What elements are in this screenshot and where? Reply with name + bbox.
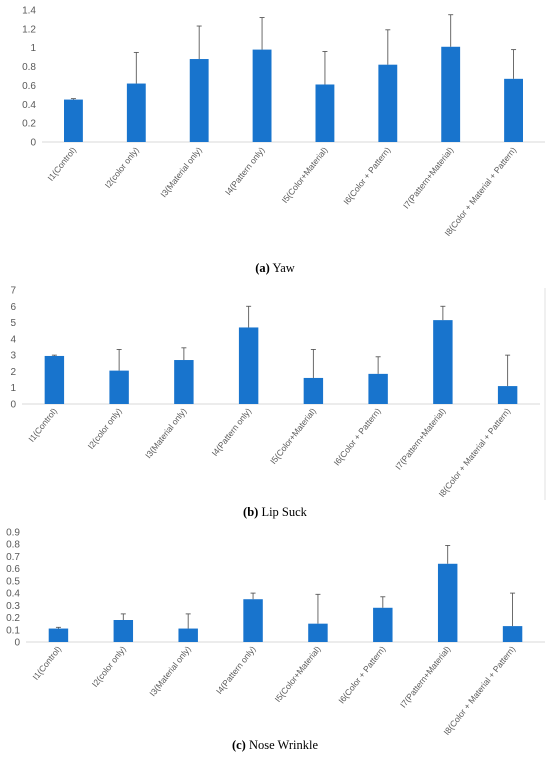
x-tick-label: I5(Color+Material): [268, 406, 318, 466]
bar-i2-color-only: [126, 83, 146, 142]
x-tick-label: I4(Pattern only): [210, 406, 254, 458]
bar-i5-color-material: [303, 377, 324, 404]
x-tick-label: I7(Pattern+Material): [393, 406, 447, 472]
x-tick-label: I2(color only): [103, 145, 141, 190]
x-tick-label: I8(Color + Material + Pattern): [437, 406, 513, 499]
x-tick-label: I4(Pattern only): [223, 145, 267, 197]
x-tick-label: I8(Color + Material + Pattern): [442, 145, 518, 238]
bar-i7-pattern-material: [437, 563, 458, 642]
x-tick-label: I6(Color + Pattern): [336, 644, 387, 706]
caption-yaw: (a) Yaw: [255, 261, 295, 275]
bar-i6-color-pattern: [378, 64, 398, 142]
y-tick-label: 0.9: [6, 528, 20, 539]
bar-i4-pattern-only: [243, 599, 263, 642]
x-tick-label: I4(Pattern only): [214, 644, 258, 696]
bar-i4-pattern-only: [252, 49, 272, 142]
x-tick-label: I6(Color + Pattern): [341, 145, 392, 207]
bar-i6-color-pattern: [373, 607, 393, 642]
chart-yaw: 0 0.2 0.4 0.6 0.8 1 1.2 1.4 I1(Control) I2(color …: [22, 6, 545, 238]
y-tick-label: 0.2: [6, 613, 20, 624]
chart-nose-wrinkle: 0 0.10.20.30.4 0.50.60.70.80.9 I1(Control) I…: [6, 528, 545, 737]
x-tick-label: I3(Material only): [143, 406, 189, 460]
y-tick-label: 1.4: [22, 6, 36, 17]
y-tick-label: 1.2: [22, 24, 36, 35]
y-tick-label: 6: [10, 302, 16, 313]
x-tick-label: I1(Control): [45, 145, 78, 183]
y-tick-label: 1: [10, 383, 16, 394]
y-tick-label: 7: [10, 286, 16, 297]
bar-i3-material-only: [174, 360, 194, 404]
y-tick-label: 4: [10, 334, 16, 345]
y-tick-label: 0.1: [6, 625, 20, 636]
y-tick-label: 0.4: [22, 100, 36, 111]
y-tick-label: 0.7: [6, 552, 20, 563]
x-tick-label: I3(Material only): [158, 145, 204, 199]
caption-nose-wrinkle: (c) Nose Wrinkle: [232, 738, 318, 752]
x-tick-label: I2(color only): [90, 644, 128, 689]
bar-i7-pattern-material: [433, 320, 453, 404]
bar-i5-color-material: [308, 623, 328, 642]
y-tick-label: 0.3: [6, 601, 20, 612]
x-tick-label: I7(Pattern+Material): [398, 644, 452, 710]
bar-i5-color-material: [315, 84, 335, 142]
x-tick-label: I5(Color+Material): [280, 145, 330, 205]
y-tick-label: 5: [10, 318, 16, 329]
y-tick-label: 0.4: [6, 589, 20, 600]
y-tick-label: 3: [10, 351, 16, 362]
x-tick-label: I2(color only): [86, 406, 124, 451]
x-tick-label: I8(Color + Material + Pattern): [441, 644, 517, 737]
y-tick-label: 0.6: [6, 564, 20, 575]
bar-i3-material-only: [189, 59, 209, 142]
bar-i1-control: [48, 628, 69, 642]
x-tick-label: I5(Color+Material): [273, 644, 323, 704]
bar-i8-color-material-pattern: [504, 78, 523, 142]
y-tick-label: 0.5: [6, 576, 20, 587]
x-tick-label: I6(Color + Pattern): [332, 406, 383, 468]
y-tick-label: 0: [14, 638, 20, 649]
bar-i1-control: [64, 99, 83, 142]
caption-lip-suck: (b) Lip Suck: [243, 505, 308, 519]
y-tick-label: 0.8: [22, 62, 36, 73]
bar-i8-color-material-pattern: [497, 386, 518, 404]
bar-i4-pattern-only: [238, 327, 259, 404]
y-tick-label: 2: [10, 367, 16, 378]
x-tick-label: I1(Control): [26, 406, 59, 444]
y-tick-label: 0: [30, 138, 36, 149]
y-tick-label: 0: [10, 400, 16, 411]
y-tick-label: 0.2: [22, 119, 36, 130]
bar-i3-material-only: [178, 628, 198, 642]
bar-i1-control: [44, 355, 65, 404]
x-tick-label: I7(Pattern+Material): [401, 145, 455, 211]
y-tick-label: 0.6: [22, 81, 36, 92]
bar-i2-color-only: [109, 370, 129, 404]
bar-i2-color-only: [113, 620, 134, 642]
bar-i6-color-pattern: [368, 373, 388, 404]
y-tick-label: 1: [30, 43, 36, 54]
x-tick-label: I1(Control): [30, 644, 63, 682]
chart-lip-suck: 0 1 2 3 4 5 6 7 I1(Control) I2(color only) I3(Mate…: [10, 286, 540, 499]
y-tick-label: 0.8: [6, 540, 20, 551]
bar-i7-pattern-material: [441, 46, 461, 143]
bar-i8-color-material-pattern: [502, 626, 523, 642]
x-tick-label: I3(Material only): [147, 644, 193, 698]
